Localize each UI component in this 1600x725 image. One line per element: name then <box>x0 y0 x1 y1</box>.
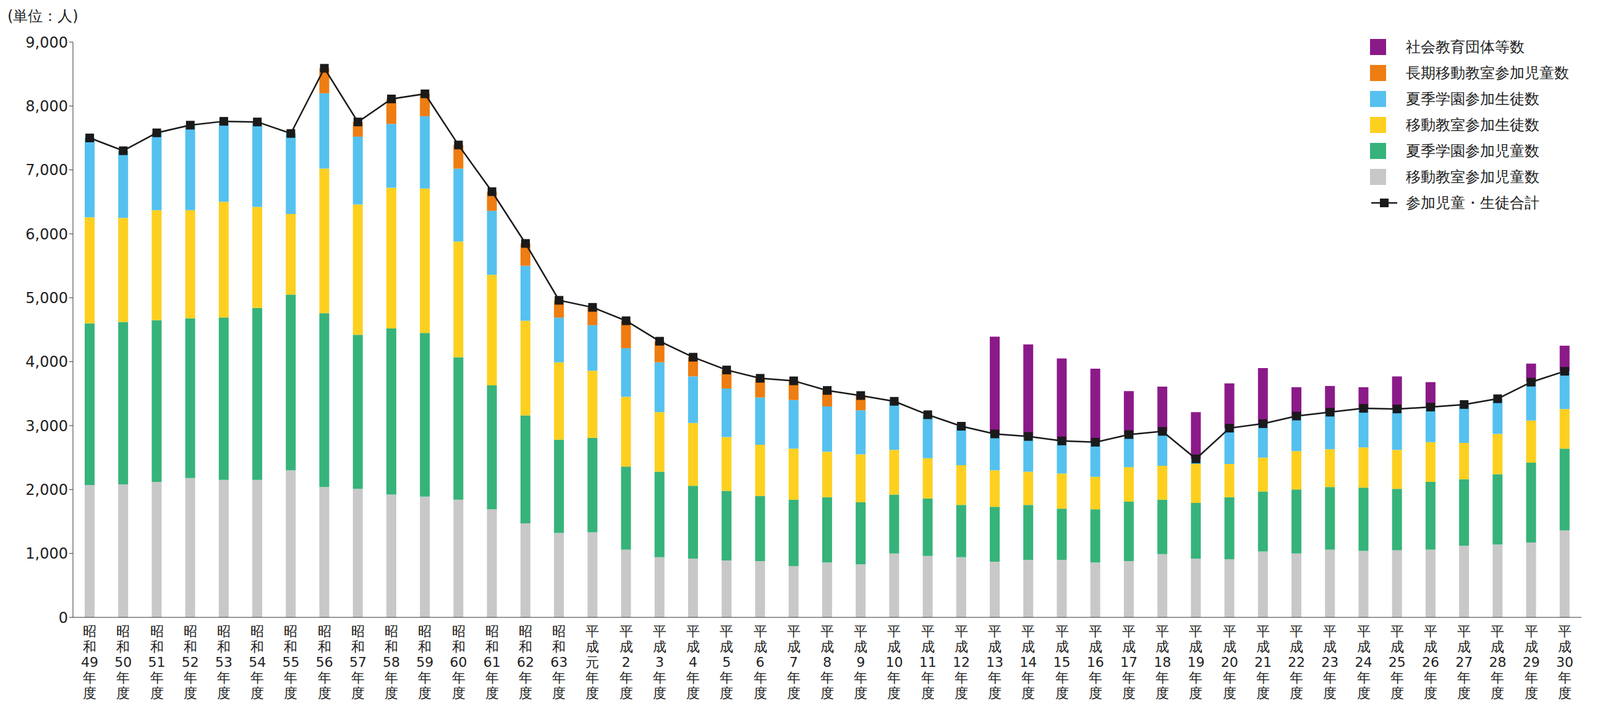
svg-text:昭和50年度: 昭和50年度 <box>114 623 132 701</box>
svg-text:3,000: 3,000 <box>25 417 69 435</box>
svg-text:平成元年度: 平成元年度 <box>585 623 600 701</box>
svg-text:昭和52年度: 昭和52年度 <box>181 623 200 701</box>
svg-text:平成5年度: 平成5年度 <box>719 623 734 701</box>
svg-text:平成8年度: 平成8年度 <box>820 623 835 701</box>
html-text:移動教室参加生徒数: 移動教室参加生徒数 <box>1405 116 1540 134</box>
svg-text:昭和58年度: 昭和58年度 <box>382 623 400 701</box>
svg-text:平成29年度: 平成29年度 <box>1522 623 1541 701</box>
svg-text:平成25年度: 平成25年度 <box>1388 623 1406 701</box>
svg-text:平成15年度: 平成15年度 <box>1053 623 1071 701</box>
html-text:長期移動教室参加児童数: 長期移動教室参加児童数 <box>1405 64 1570 82</box>
svg-text:平成23年度: 平成23年度 <box>1321 623 1339 701</box>
svg-text:1,000: 1,000 <box>25 544 69 562</box>
svg-text:昭和57年度: 昭和57年度 <box>349 623 367 701</box>
svg-text:4,000: 4,000 <box>25 353 69 371</box>
svg-text:平成26年度: 平成26年度 <box>1421 623 1440 701</box>
svg-text:昭和60年度: 昭和60年度 <box>450 623 468 701</box>
svg-text:平成18年度: 平成18年度 <box>1153 623 1171 701</box>
svg-text:平成30年度: 平成30年度 <box>1556 623 1574 701</box>
svg-text:平成13年度: 平成13年度 <box>986 623 1004 701</box>
svg-text:平成3年度: 平成3年度 <box>652 623 667 701</box>
svg-text:昭和63年度: 昭和63年度 <box>550 623 568 701</box>
svg-text:平成22年度: 平成22年度 <box>1287 623 1306 701</box>
html-text:(単位：人): (単位：人) <box>7 7 79 25</box>
svg-text:昭和56年度: 昭和56年度 <box>315 623 334 701</box>
svg-text:平成14年度: 平成14年度 <box>1019 623 1037 701</box>
svg-text:8,000: 8,000 <box>25 97 69 115</box>
svg-text:平成16年度: 平成16年度 <box>1086 623 1105 701</box>
svg-text:平成6年度: 平成6年度 <box>753 623 768 701</box>
svg-text:平成27年度: 平成27年度 <box>1455 623 1473 701</box>
svg-text:5,000: 5,000 <box>25 289 69 307</box>
svg-text:平成20年度: 平成20年度 <box>1221 623 1239 701</box>
svg-text:0: 0 <box>58 608 69 627</box>
svg-text:昭和62年度: 昭和62年度 <box>516 623 535 701</box>
svg-text:平成10年度: 平成10年度 <box>885 623 903 701</box>
svg-text:平成21年度: 平成21年度 <box>1254 623 1272 701</box>
svg-text:平成24年度: 平成24年度 <box>1355 623 1373 701</box>
html-text:参加児童・生徒合計: 参加児童・生徒合計 <box>1405 194 1540 212</box>
svg-text:昭和54年度: 昭和54年度 <box>248 623 266 701</box>
svg-text:昭和59年度: 昭和59年度 <box>416 623 434 701</box>
svg-text:平成12年度: 平成12年度 <box>952 623 971 701</box>
svg-text:昭和53年度: 昭和53年度 <box>215 623 233 701</box>
svg-text:平成17年度: 平成17年度 <box>1120 623 1138 701</box>
html-text:移動教室参加児童数: 移動教室参加児童数 <box>1405 168 1540 186</box>
html-text:夏季学園参加児童数: 夏季学園参加児童数 <box>1405 142 1540 160</box>
svg-text:昭和49年度: 昭和49年度 <box>80 623 99 701</box>
svg-text:平成19年度: 平成19年度 <box>1187 623 1205 701</box>
svg-text:平成9年度: 平成9年度 <box>853 623 868 701</box>
svg-text:昭和51年度: 昭和51年度 <box>148 623 166 701</box>
svg-text:昭和61年度: 昭和61年度 <box>483 623 501 701</box>
html-text:夏季学園参加生徒数: 夏季学園参加生徒数 <box>1405 90 1540 108</box>
svg-text:平成4年度: 平成4年度 <box>686 623 700 701</box>
svg-text:昭和55年度: 昭和55年度 <box>281 623 300 701</box>
svg-text:6,000: 6,000 <box>25 225 69 243</box>
svg-text:平成7年度: 平成7年度 <box>787 623 801 701</box>
svg-text:平成11年度: 平成11年度 <box>919 623 937 701</box>
svg-text:7,000: 7,000 <box>25 161 69 179</box>
svg-text:平成28年度: 平成28年度 <box>1488 623 1507 701</box>
svg-text:2,000: 2,000 <box>25 480 69 499</box>
html-text:社会教育団体等数: 社会教育団体等数 <box>1405 38 1525 56</box>
svg-text:9,000: 9,000 <box>25 34 69 52</box>
svg-text:平成2年度: 平成2年度 <box>619 623 634 701</box>
